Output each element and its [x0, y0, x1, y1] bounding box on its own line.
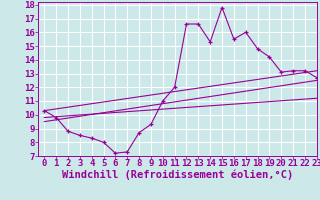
- X-axis label: Windchill (Refroidissement éolien,°C): Windchill (Refroidissement éolien,°C): [62, 170, 293, 180]
